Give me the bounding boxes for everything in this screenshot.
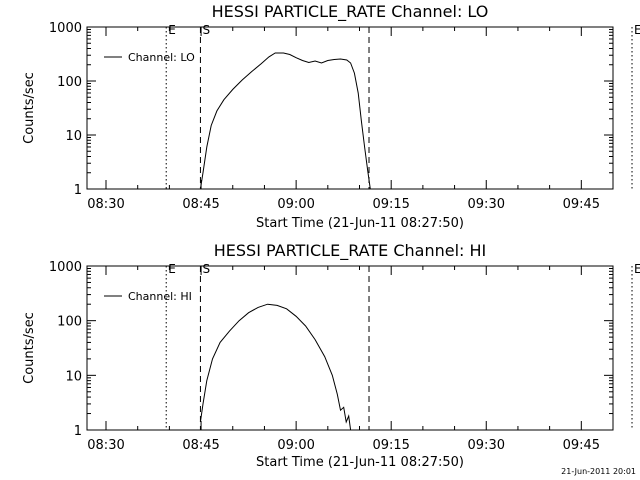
y-tick-label: 1000 xyxy=(49,21,82,36)
y-tick-label: 10 xyxy=(65,369,82,384)
marker-label: E xyxy=(168,262,176,276)
x-tick-label: 08:45 xyxy=(182,438,219,453)
marker-label: E xyxy=(168,23,176,37)
marker-label: S xyxy=(202,262,210,276)
plot-frame xyxy=(86,265,614,431)
y-tick-label: 1 xyxy=(74,424,82,439)
x-tick-label: 08:30 xyxy=(87,438,124,453)
x-tick-label: 08:45 xyxy=(182,197,219,212)
x-tick-label: 08:30 xyxy=(87,197,124,212)
x-tick-label: 09:30 xyxy=(468,197,505,212)
y-tick-label: 1000 xyxy=(49,260,82,275)
x-tick-label: 09:45 xyxy=(563,438,600,453)
y-axis-label: Counts/sec xyxy=(22,312,37,384)
timestamp: 21-Jun-2011 20:01 xyxy=(561,467,636,476)
y-axis-label: Counts/sec xyxy=(22,72,37,144)
x-tick-label: 09:15 xyxy=(372,197,409,212)
plot-frame xyxy=(86,26,614,190)
series-line xyxy=(199,303,352,431)
x-axis-label: Start Time (21-Jun-11 08:27:50) xyxy=(256,455,464,470)
y-tick-label: 10 xyxy=(65,129,82,144)
y-tick-label: 100 xyxy=(57,75,82,90)
x-tick-label: 09:45 xyxy=(563,197,600,212)
legend-entry: Channel: HI xyxy=(128,290,192,303)
x-tick-label: 09:30 xyxy=(468,438,505,453)
chart-title: HESSI PARTICLE_RATE Channel: LO xyxy=(212,2,489,22)
series-line xyxy=(199,52,371,190)
marker-label: E xyxy=(634,262,640,276)
y-tick-label: 100 xyxy=(57,315,82,330)
chart-title: HESSI PARTICLE_RATE Channel: HI xyxy=(214,241,487,261)
x-axis-label: Start Time (21-Jun-11 08:27:50) xyxy=(256,216,464,231)
y-tick-label: 1 xyxy=(74,183,82,198)
x-tick-label: 09:00 xyxy=(277,197,314,212)
legend-entry: Channel: LO xyxy=(128,51,195,64)
x-tick-label: 09:00 xyxy=(277,438,314,453)
x-tick-label: 09:15 xyxy=(372,438,409,453)
marker-label: S xyxy=(202,23,210,37)
marker-label: E xyxy=(634,23,640,37)
